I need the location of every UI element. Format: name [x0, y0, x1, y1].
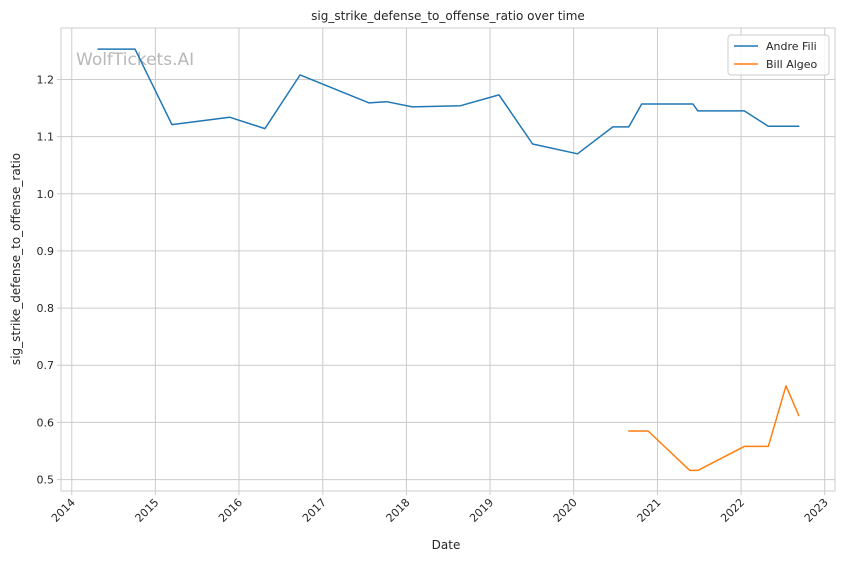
x-tick-label: 2014	[49, 496, 78, 525]
legend-box	[727, 34, 830, 76]
grid-lines	[61, 28, 835, 491]
x-tick-label: 2016	[216, 496, 245, 525]
series-line-bill-algeo	[628, 385, 800, 472]
watermark-text: WolfTickets.AI	[76, 50, 194, 70]
x-tick-label: 2015	[133, 496, 162, 525]
y-tick-label: 0.5	[37, 474, 55, 487]
y-tick-label: 1.0	[37, 188, 55, 201]
x-axis-label: Date	[432, 538, 461, 552]
plot-background	[61, 28, 835, 491]
x-tick-label: 2022	[718, 496, 747, 525]
legend: Andre Fili Bill Algeo	[727, 34, 830, 76]
series-lines	[97, 48, 800, 472]
x-tick-label: 2023	[802, 496, 831, 525]
series-line-andre-fili	[97, 48, 800, 155]
x-axis-ticks: 2014 2015 2016 2017 2018 2019 2020 2021 2022 2023	[49, 491, 831, 525]
y-tick-label: 0.7	[37, 359, 55, 372]
y-tick-label: 1.1	[37, 131, 55, 144]
x-tick-label: 2019	[467, 496, 496, 525]
legend-label-andre-fili: Andre Fili	[766, 40, 817, 53]
chart-title: sig_strike_defense_to_offense_ratio over…	[311, 9, 585, 23]
x-tick-label: 2017	[300, 496, 329, 525]
y-tick-label: 0.9	[37, 245, 55, 258]
plot-frame	[60, 27, 836, 492]
y-axis-ticks: 0.5 0.6 0.7 0.8 0.9 1.0 1.1 1.2	[37, 73, 61, 487]
y-tick-label: 0.6	[37, 416, 55, 429]
x-tick-label: 2021	[635, 496, 664, 525]
x-tick-label: 2020	[551, 496, 580, 525]
y-tick-label: 1.2	[37, 73, 55, 86]
y-axis-label: sig_strike_defense_to_offense_ratio	[9, 153, 23, 365]
x-tick-label: 2018	[384, 496, 413, 525]
y-tick-label: 0.8	[37, 302, 55, 315]
legend-label-bill-algeo: Bill Algeo	[766, 58, 818, 71]
